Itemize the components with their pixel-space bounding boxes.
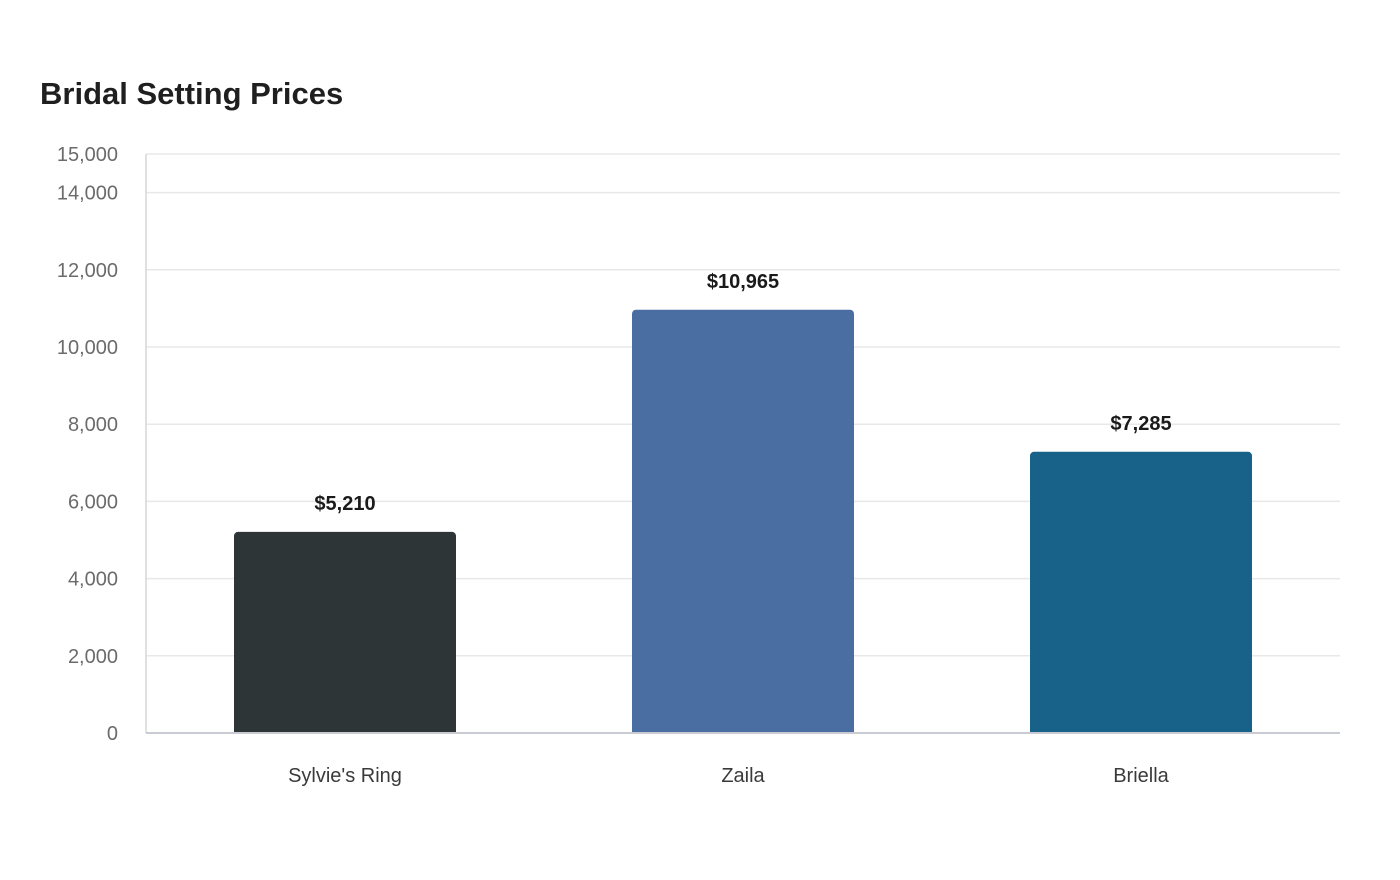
bar bbox=[234, 531, 456, 733]
y-tick-label: 15,000 bbox=[57, 144, 118, 166]
y-tick-label: 10,000 bbox=[57, 337, 118, 359]
y-tick-label: 4,000 bbox=[68, 569, 118, 591]
chart-title: Bridal Setting Prices bbox=[40, 76, 344, 111]
y-tick-label: 6,000 bbox=[68, 491, 118, 513]
y-tick-label: 14,000 bbox=[57, 183, 118, 205]
x-category-label: Sylvie's Ring bbox=[288, 765, 402, 787]
bar bbox=[1030, 451, 1252, 733]
bar-value-label: $5,210 bbox=[314, 493, 375, 515]
bar-value-label: $7,285 bbox=[1110, 413, 1171, 435]
y-tick-label: 12,000 bbox=[57, 260, 118, 282]
bar-base bbox=[234, 727, 456, 733]
bar-base bbox=[632, 727, 854, 733]
x-category-label: Zaila bbox=[721, 765, 765, 787]
bar-value-label: $10,965 bbox=[707, 271, 779, 293]
y-tick-label: 0 bbox=[107, 723, 118, 745]
y-tick-label: 2,000 bbox=[68, 646, 118, 668]
bar-base bbox=[1030, 727, 1252, 733]
y-tick-label: 8,000 bbox=[68, 414, 118, 436]
bar bbox=[632, 309, 854, 733]
x-category-label: Briella bbox=[1113, 765, 1169, 787]
